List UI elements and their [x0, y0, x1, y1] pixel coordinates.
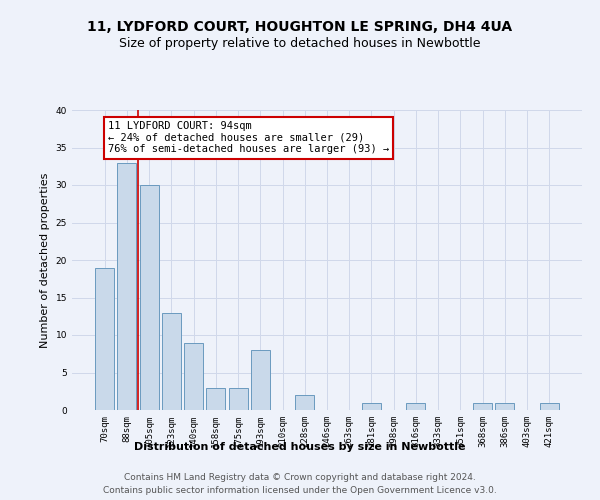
Bar — [540, 402, 559, 410]
Text: Contains HM Land Registry data © Crown copyright and database right 2024.
Contai: Contains HM Land Registry data © Crown c… — [103, 473, 497, 495]
Bar — [162, 312, 181, 410]
Bar — [118, 162, 136, 410]
Bar — [473, 402, 492, 410]
Y-axis label: Number of detached properties: Number of detached properties — [40, 172, 50, 348]
Text: 11 LYDFORD COURT: 94sqm
← 24% of detached houses are smaller (29)
76% of semi-de: 11 LYDFORD COURT: 94sqm ← 24% of detache… — [108, 121, 389, 154]
Bar — [184, 342, 203, 410]
Text: 11, LYDFORD COURT, HOUGHTON LE SPRING, DH4 4UA: 11, LYDFORD COURT, HOUGHTON LE SPRING, D… — [88, 20, 512, 34]
Text: Size of property relative to detached houses in Newbottle: Size of property relative to detached ho… — [119, 38, 481, 51]
Bar — [206, 388, 225, 410]
Bar — [496, 402, 514, 410]
Bar — [251, 350, 270, 410]
Text: Distribution of detached houses by size in Newbottle: Distribution of detached houses by size … — [134, 442, 466, 452]
Bar — [140, 185, 158, 410]
Bar — [362, 402, 381, 410]
Bar — [95, 268, 114, 410]
Bar — [295, 395, 314, 410]
Bar — [229, 388, 248, 410]
Bar — [406, 402, 425, 410]
